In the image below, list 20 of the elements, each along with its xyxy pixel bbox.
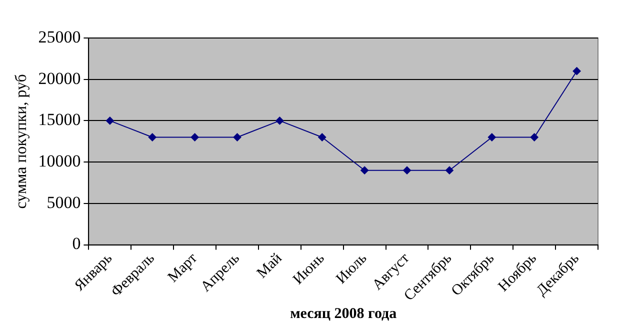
point	[190, 133, 199, 142]
point	[276, 116, 284, 125]
point	[445, 166, 454, 174]
point	[572, 67, 581, 76]
point	[403, 166, 412, 174]
point	[233, 133, 242, 142]
point	[106, 116, 114, 125]
point	[148, 133, 156, 142]
y-axis-title: сумма покупки, руб	[12, 74, 30, 209]
point	[530, 133, 538, 142]
x-axis-title: месяц 2008 года	[290, 306, 398, 322]
y-tick-label: 10000	[38, 152, 81, 171]
y-tick-label: 25000	[38, 27, 81, 46]
point	[488, 133, 496, 142]
y-tick-label: 0	[72, 234, 81, 254]
y-tick-label: 5000	[46, 192, 81, 212]
point	[318, 133, 326, 142]
y-tick-label: 15000	[38, 110, 81, 130]
point	[360, 166, 369, 174]
y-tick-label: 20000	[38, 68, 81, 88]
